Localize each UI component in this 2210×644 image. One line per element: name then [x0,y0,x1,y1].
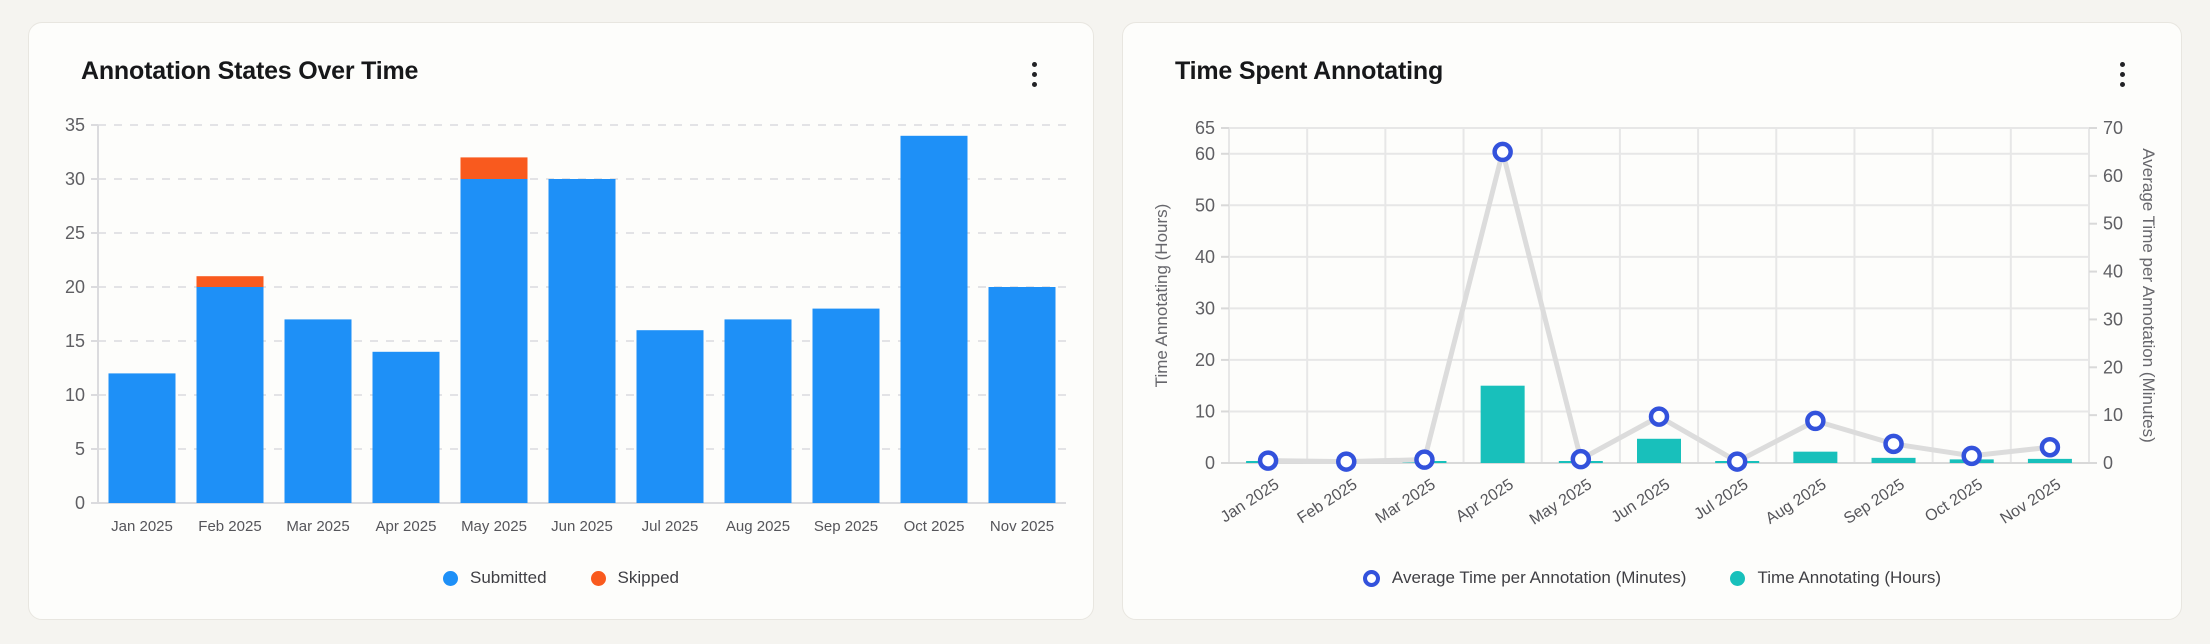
combo-chart-canvas: 0 10 20 30 40 50 60 65 0 10 20 30 40 50 60 70 Time Annot… [1152,118,2158,529]
average-time-marker-icon [1362,569,1380,587]
svg-text:Jul 2025: Jul 2025 [642,518,699,535]
svg-text:60: 60 [1195,144,1215,164]
submitted-swatch-icon [443,570,458,586]
legend-label: Submitted [470,568,547,587]
svg-text:20: 20 [65,277,85,297]
legend-item-skipped[interactable]: Skipped [590,568,679,588]
svg-text:Average Time per Annotation (M: Average Time per Annotation (Minutes) [2139,148,2158,443]
svg-text:50: 50 [1195,195,1215,215]
legend-label: Time Annotating (Hours) [1757,568,1942,587]
chart-legend: Submitted Skipped [53,555,1069,601]
svg-text:Feb 2025: Feb 2025 [198,518,261,535]
legend-label: Average Time per Annotation (Minutes) [1391,568,1687,587]
legend-label: Skipped [617,568,679,587]
svg-text:70: 70 [2103,118,2123,138]
svg-text:0: 0 [1205,453,1215,473]
svg-text:35: 35 [65,115,85,135]
svg-text:May 2025: May 2025 [461,518,527,535]
legend-item-average-time[interactable]: Average Time per Annotation (Minutes) [1362,568,1687,588]
svg-text:Mar 2025: Mar 2025 [286,518,349,535]
svg-text:20: 20 [1195,350,1215,370]
card-header: Time Spent Annotating [1147,47,2157,99]
stacked-bar-chart-canvas: 0 5 10 15 20 25 30 35 Jan 2025 Feb 2025 Mar 2025 Ap… [65,115,1066,535]
svg-text:10: 10 [1195,401,1215,421]
stacked-bar-chart: 0 5 10 15 20 25 30 35 Jan 2025 Feb 2025 Mar 2025 Ap… [53,99,1069,555]
svg-text:Jan 2025: Jan 2025 [111,518,173,535]
svg-text:5: 5 [75,439,85,459]
svg-text:40: 40 [2103,262,2123,282]
svg-text:Mar 2025: Mar 2025 [1373,476,1439,527]
svg-text:Sep 2025: Sep 2025 [1841,476,1908,528]
svg-text:Sep 2025: Sep 2025 [814,518,878,535]
svg-text:Oct 2025: Oct 2025 [1922,476,1986,526]
card-title: Annotation States Over Time [81,57,419,85]
svg-text:25: 25 [65,223,85,243]
card-title: Time Spent Annotating [1175,57,1444,85]
svg-text:Oct 2025: Oct 2025 [904,518,965,535]
combo-chart: 0 10 20 30 40 50 60 65 0 10 20 30 40 50 60 70 Time Annot… [1147,99,2158,555]
card-header: Annotation States Over Time [53,47,1069,99]
svg-text:10: 10 [2103,405,2123,425]
svg-text:10: 10 [65,385,85,405]
time-spent-annotating-card: Time Spent Annotating 0 10 20 30 40 50 60 65 0 10… [1122,22,2182,620]
kebab-menu-icon[interactable] [1017,57,1051,91]
svg-text:30: 30 [1195,298,1215,318]
svg-text:20: 20 [2103,357,2123,377]
svg-text:Nov 2025: Nov 2025 [1997,476,2064,528]
legend-item-time-annotating[interactable]: Time Annotating (Hours) [1730,568,1941,588]
svg-text:65: 65 [1195,118,1215,138]
svg-text:Jul 2025: Jul 2025 [1691,476,1751,523]
skipped-swatch-icon [590,570,606,586]
svg-text:Nov 2025: Nov 2025 [990,518,1054,535]
svg-text:Aug 2025: Aug 2025 [1763,476,1830,528]
svg-text:Time Annotating (Hours): Time Annotating (Hours) [1152,204,1171,388]
svg-text:30: 30 [65,169,85,189]
svg-text:Apr 2025: Apr 2025 [1453,476,1517,526]
svg-text:50: 50 [2103,214,2123,234]
svg-text:40: 40 [1195,247,1215,267]
svg-text:Jan 2025: Jan 2025 [1218,476,1283,526]
svg-text:0: 0 [2103,453,2113,473]
time-annotating-swatch-icon [1730,570,1746,586]
kebab-menu-icon[interactable] [2105,57,2139,91]
svg-text:30: 30 [2103,309,2123,329]
svg-text:Feb 2025: Feb 2025 [1294,476,1360,527]
legend-item-submitted[interactable]: Submitted [443,568,547,588]
chart-legend: Average Time per Annotation (Minutes) Ti… [1147,555,2157,601]
svg-text:15: 15 [65,331,85,351]
svg-text:0: 0 [75,493,85,513]
annotation-states-card: Annotation States Over Time 0 5 10 15 20 25 30… [28,22,1094,620]
svg-text:Jun 2025: Jun 2025 [551,518,613,535]
svg-text:60: 60 [2103,166,2123,186]
svg-text:May 2025: May 2025 [1527,476,1595,529]
svg-text:Aug 2025: Aug 2025 [726,518,790,535]
svg-text:Jun 2025: Jun 2025 [1609,476,1674,526]
svg-text:Apr 2025: Apr 2025 [376,518,437,535]
